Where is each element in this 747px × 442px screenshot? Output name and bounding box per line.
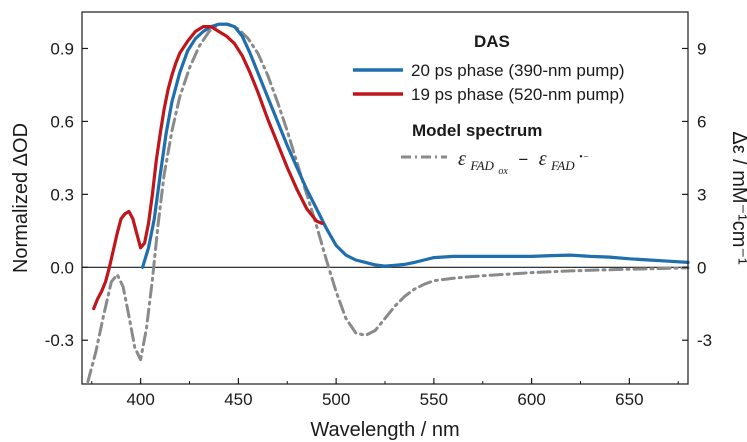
legend-label-19ps: 19 ps phase (520-nm pump) (411, 85, 625, 104)
series-line-0 (141, 22, 690, 269)
x-tick-label: 500 (322, 390, 350, 409)
y-right-tick-label: 0 (697, 258, 706, 277)
x-tick-label: 550 (420, 390, 448, 409)
y-axis-right-title: Δε / mM⁻¹cm⁻¹ (728, 131, 747, 265)
y-left-tick-label: -0.3 (45, 331, 74, 350)
y-right-tick-label: 9 (697, 39, 706, 58)
legend-label-model: ε FAD ox − ε FAD •− (458, 148, 589, 178)
y-left-tick-label: 0.9 (50, 39, 74, 58)
y-right-tick-label: 3 (697, 185, 706, 204)
y-right-tick-label: 6 (697, 112, 706, 131)
series-layer (86, 22, 690, 384)
legend-label-20ps: 20 ps phase (390-nm pump) (411, 61, 625, 80)
y-left-tick-label: 0.0 (50, 258, 74, 277)
x-tick-label: 650 (615, 390, 643, 409)
x-axis-title: Wavelength / nm (310, 419, 459, 441)
y-left-tick-label: 0.6 (50, 112, 74, 131)
series-line-2 (86, 22, 690, 384)
y-right-tick-label: -3 (697, 331, 712, 350)
x-tick-label: 400 (126, 390, 154, 409)
series-line-1 (92, 25, 324, 311)
y-axis-left-title: Normalized ΔOD (10, 123, 32, 273)
y-left-tick-label: 0.3 (50, 185, 74, 204)
x-tick-label: 600 (517, 390, 545, 409)
legend: DAS 20 ps phase (390-nm pump) 19 ps phas… (353, 32, 625, 178)
ticks-layer: 400 450 500 550 600 650 -0.3 0.0 0.3 0.6 0.9 -3 0 3 6 9 (45, 39, 712, 409)
legend-model-title: Model spectrum (412, 121, 542, 140)
legend-das-title: DAS (474, 32, 510, 51)
x-tick-label: 450 (224, 390, 252, 409)
